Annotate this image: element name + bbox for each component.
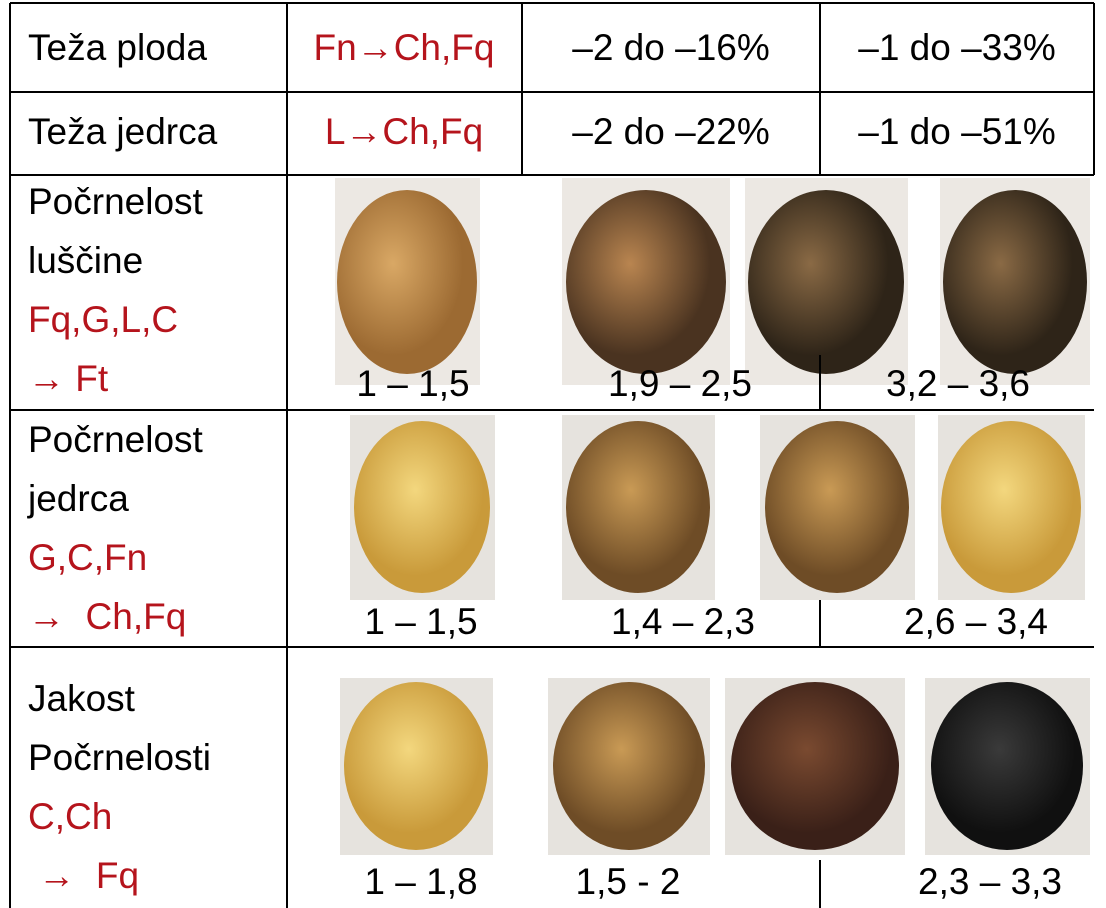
range-label: 2,3 – 3,3	[917, 861, 1063, 902]
range-label: 1 – 1,5	[356, 363, 470, 404]
table-borders	[9, 2, 1095, 908]
value-text: –1 do –51%	[858, 111, 1056, 152]
range-label: 1,9 – 2,5	[607, 363, 753, 404]
value-text: –2 do –22%	[572, 111, 770, 152]
source-text: → Ft	[28, 358, 109, 399]
range-label: 1 – 1,8	[364, 861, 478, 902]
source-text: Fq,G,L,C	[28, 299, 179, 340]
range-label: 1 – 1,5	[364, 601, 478, 642]
source-text: → Ch,Fq	[28, 596, 187, 637]
row-label: Počrnelost	[28, 419, 203, 460]
row-label: Teža ploda	[28, 27, 207, 68]
source-text: G,C,Fn	[28, 537, 148, 578]
range-label: 3,2 – 3,6	[885, 363, 1031, 404]
value-text: –2 do –16%	[572, 27, 770, 68]
source-text: L→Ch,Fq	[324, 111, 484, 152]
row-label: Počrnelosti	[28, 737, 212, 778]
range-label: 1,5 - 2	[575, 861, 681, 902]
row-label: luščine	[28, 240, 144, 281]
source-text: → Fq	[28, 855, 140, 896]
source-text: C,Ch	[28, 796, 113, 837]
row-label: Jakost	[28, 678, 135, 719]
row-label: Počrnelost	[28, 181, 203, 222]
source-text: Fn→Ch,Fq	[313, 27, 495, 68]
value-text: –1 do –33%	[858, 27, 1056, 68]
range-label: 2,6 – 3,4	[903, 601, 1049, 642]
range-label: 1,4 – 2,3	[610, 601, 756, 642]
walnut-images	[335, 178, 1090, 855]
row-label: jedrca	[28, 478, 129, 519]
row-label: Teža jedrca	[28, 111, 218, 152]
